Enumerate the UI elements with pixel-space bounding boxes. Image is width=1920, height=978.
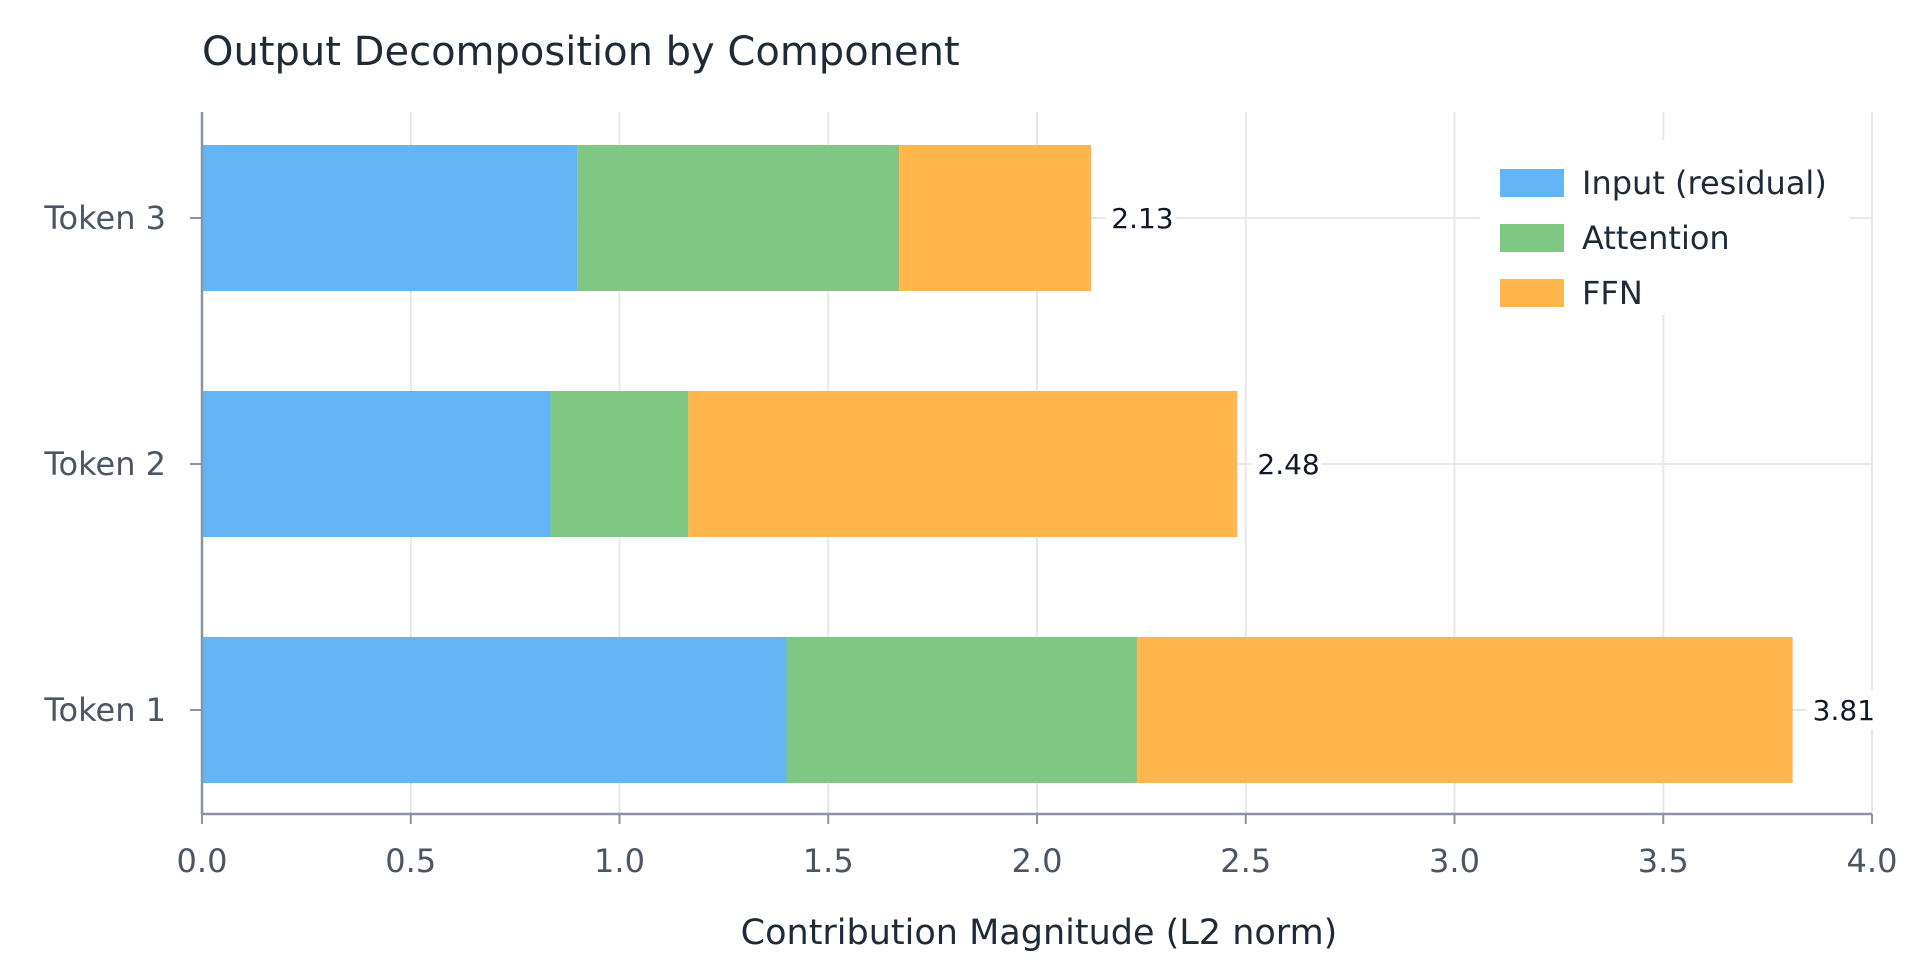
category-label: Token 2 bbox=[43, 445, 166, 483]
legend-swatch bbox=[1500, 224, 1564, 252]
legend-label: Input (residual) bbox=[1582, 164, 1827, 202]
bar-token-2-ffn bbox=[688, 391, 1238, 537]
bars bbox=[202, 145, 1793, 783]
bar-token-3-ffn bbox=[899, 145, 1092, 291]
bar-token-3-attention bbox=[577, 145, 900, 291]
total-label: 2.13 bbox=[1111, 202, 1173, 235]
total-label-background bbox=[1105, 198, 1176, 238]
legend-swatch bbox=[1500, 279, 1564, 307]
legend-label: FFN bbox=[1582, 274, 1643, 312]
bar-token-1-input-residual bbox=[202, 637, 787, 783]
legend-swatch bbox=[1500, 169, 1564, 197]
total-label: 2.48 bbox=[1257, 448, 1319, 481]
x-tick-label: 0.5 bbox=[385, 842, 436, 880]
x-tick-label: 1.5 bbox=[803, 842, 854, 880]
total-label-background bbox=[1251, 444, 1322, 484]
total-label: 3.81 bbox=[1813, 694, 1875, 727]
legend-label: Attention bbox=[1582, 219, 1730, 257]
chart-title: Output Decomposition by Component bbox=[202, 29, 960, 75]
x-tick-label: 3.0 bbox=[1429, 842, 1480, 880]
x-tick-label: 3.5 bbox=[1638, 842, 1689, 880]
x-axis-title: Contribution Magnitude (L2 norm) bbox=[741, 913, 1338, 953]
x-tick-label: 2.5 bbox=[1220, 842, 1271, 880]
x-tick-label: 2.0 bbox=[1012, 842, 1063, 880]
x-tick-label: 4.0 bbox=[1847, 842, 1898, 880]
bar-token-1-attention bbox=[786, 637, 1138, 783]
bar-token-3-input-residual bbox=[202, 145, 578, 291]
labels: 0.0 0.5 1.0 1.5 2.0 2.5 3.0 3.5 4.0 3.81 Token 1 2.… bbox=[43, 198, 1897, 880]
total-label-background bbox=[1806, 690, 1877, 730]
x-tick-label: 0.0 bbox=[177, 842, 228, 880]
axes bbox=[190, 112, 1873, 824]
bar-token-2-input-residual bbox=[202, 391, 551, 537]
legend: Input (residual) Attention FFN bbox=[1480, 140, 1850, 315]
category-label: Token 1 bbox=[43, 691, 166, 729]
x-tick-label: 1.0 bbox=[594, 842, 645, 880]
category-label: Token 3 bbox=[43, 199, 166, 237]
bar-token-2-attention bbox=[550, 391, 689, 537]
bar-token-1-ffn bbox=[1137, 637, 1793, 783]
